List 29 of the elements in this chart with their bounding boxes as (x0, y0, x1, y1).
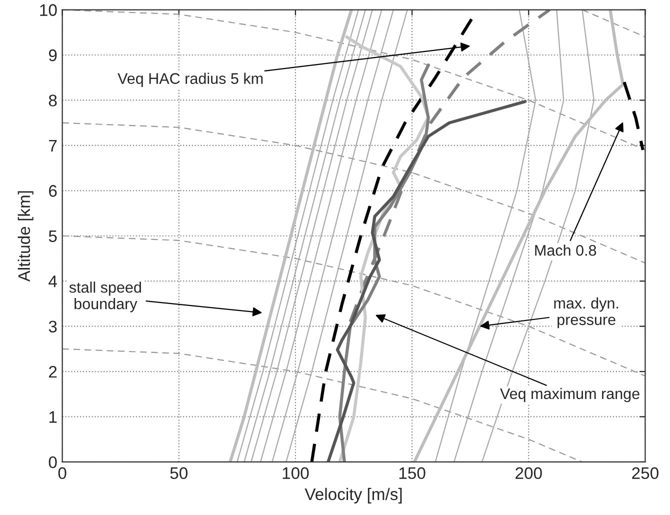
y-tick-label: 9 (48, 49, 57, 62)
x-tick-label: 200 (516, 467, 542, 480)
annotation: max. dyn. pressure (554, 297, 618, 328)
line-series (62, 235, 646, 377)
line-series (326, 100, 527, 462)
y-tick-label: 1 (49, 411, 57, 423)
line-series (272, 10, 394, 462)
y-tick-label: 0 (48, 456, 57, 468)
line-series (286, 10, 408, 462)
y-tick-label: 7 (49, 140, 57, 152)
y-tick-label: 2 (49, 366, 57, 378)
x-tick-label: 100 (282, 467, 309, 480)
y-tick-label: 10 (40, 4, 57, 16)
x-tick-label: 0 (58, 467, 66, 480)
x-axis-title: Velocity [m/s] (304, 488, 402, 504)
annotation: stall speed boundary (69, 282, 141, 312)
y-tick-label: 6 (49, 185, 57, 197)
x-tick-label: 50 (170, 467, 188, 480)
x-tick-label: 150 (399, 467, 426, 480)
y-tick-label: 8 (48, 94, 57, 106)
annotation: Mach 0.8 (535, 244, 596, 256)
annotation: Veq maximum range (500, 388, 640, 402)
line-series (62, 122, 646, 264)
annotation: Veq HAC radius 5 km (118, 72, 263, 87)
y-tick-label: 3 (48, 320, 57, 333)
x-tick-label: 250 (632, 467, 658, 480)
y-tick-label: 5 (48, 230, 57, 242)
y-axis-title: Altitude [km] (18, 191, 34, 282)
y-tick-label: 4 (48, 276, 57, 288)
